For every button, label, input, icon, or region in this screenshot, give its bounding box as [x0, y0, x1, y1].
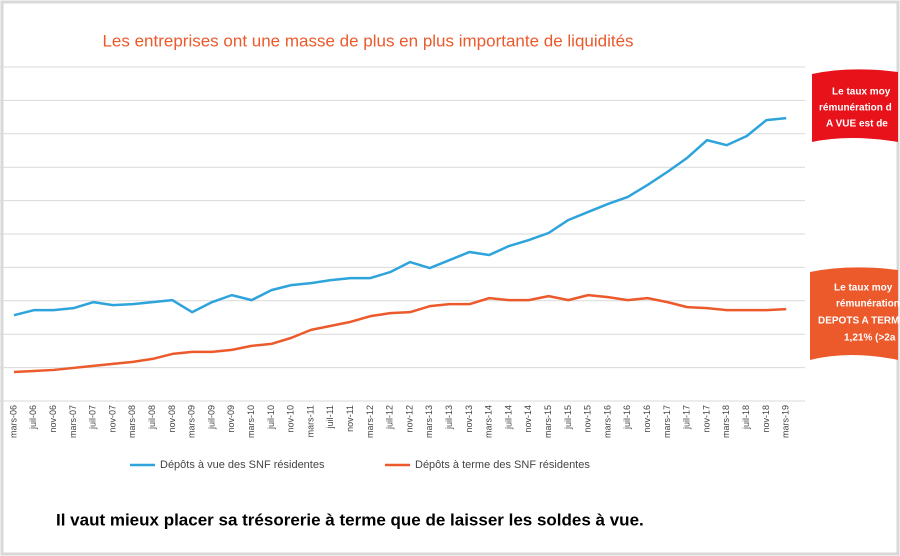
callout-terme	[810, 267, 898, 360]
x-tick-label: juil-13	[444, 405, 454, 430]
x-tick-label: juil-11	[325, 405, 335, 429]
x-tick-label: juil-14	[503, 405, 513, 430]
x-tick-label: nov-09	[226, 405, 236, 433]
callout-text: Le taux moy	[832, 87, 891, 98]
footer-text: Il vaut mieux placer sa trésorerie à ter…	[56, 510, 644, 529]
callout-text: DEPOTS A TERM	[818, 316, 899, 327]
x-tick-label: nov-13	[464, 405, 474, 433]
x-tick-label: juil-15	[563, 405, 573, 430]
callout-text: rémunération	[836, 299, 900, 310]
x-tick-label: nov-14	[523, 405, 533, 433]
x-tick-label: mars-09	[187, 405, 197, 438]
x-tick-label: nov-15	[583, 405, 593, 433]
callout-text: Le taux moy	[834, 283, 893, 294]
legend-label: Dépôts à terme des SNF résidentes	[415, 459, 590, 471]
x-tick-label: mars-14	[484, 405, 494, 438]
x-tick-label: juil-17	[682, 405, 692, 430]
x-tick-label: juil-09	[206, 405, 216, 430]
x-tick-label: mars-16	[602, 405, 612, 438]
x-tick-label: juil-07	[88, 405, 98, 430]
x-tick-label: mars-18	[721, 405, 731, 438]
x-tick-label: mars-10	[246, 405, 256, 438]
x-tick-label: nov-11	[345, 405, 355, 432]
callout-text: A VUE est de	[826, 119, 888, 130]
x-tick-label: mars-07	[68, 405, 78, 438]
x-tick-label: nov-10	[286, 405, 296, 433]
x-tick-label: mars-08	[127, 405, 137, 438]
x-tick-label: juil-16	[622, 405, 632, 430]
x-tick-label: juil-06	[28, 405, 38, 430]
chart-title: Les entreprises ont une masse de plus en…	[102, 31, 633, 50]
x-tick-label: nov-06	[48, 405, 58, 433]
x-tick-label: juil-18	[741, 405, 751, 430]
x-tick-label: nov-18	[761, 405, 771, 433]
x-tick-label: mars-11	[305, 405, 315, 437]
x-tick-label: mars-19	[781, 405, 791, 438]
series-line	[13, 293, 787, 374]
x-tick-label: nov-12	[404, 405, 414, 433]
x-tick-label: nov-07	[107, 405, 117, 433]
series-line	[13, 116, 787, 317]
x-tick-label: mars-12	[365, 405, 375, 438]
callout-vue	[812, 69, 898, 142]
x-tick-label: nov-17	[701, 405, 711, 433]
legend-label: Dépôts à vue des SNF résidentes	[160, 459, 325, 471]
callout-text: rémunération d	[819, 103, 892, 114]
x-tick-label: mars-17	[662, 405, 672, 438]
x-tick-label: juil-12	[385, 405, 395, 430]
x-tick-label: mars-13	[424, 405, 434, 438]
x-tick-label: mars-15	[543, 405, 553, 438]
x-tick-label: nov-16	[642, 405, 652, 433]
x-tick-label: mars-06	[8, 405, 18, 438]
callout-text: 1,21% (>2a	[844, 333, 896, 344]
x-tick-label: nov-08	[167, 405, 177, 433]
x-tick-label: juil-10	[266, 405, 276, 430]
x-tick-label: juil-08	[147, 405, 157, 430]
